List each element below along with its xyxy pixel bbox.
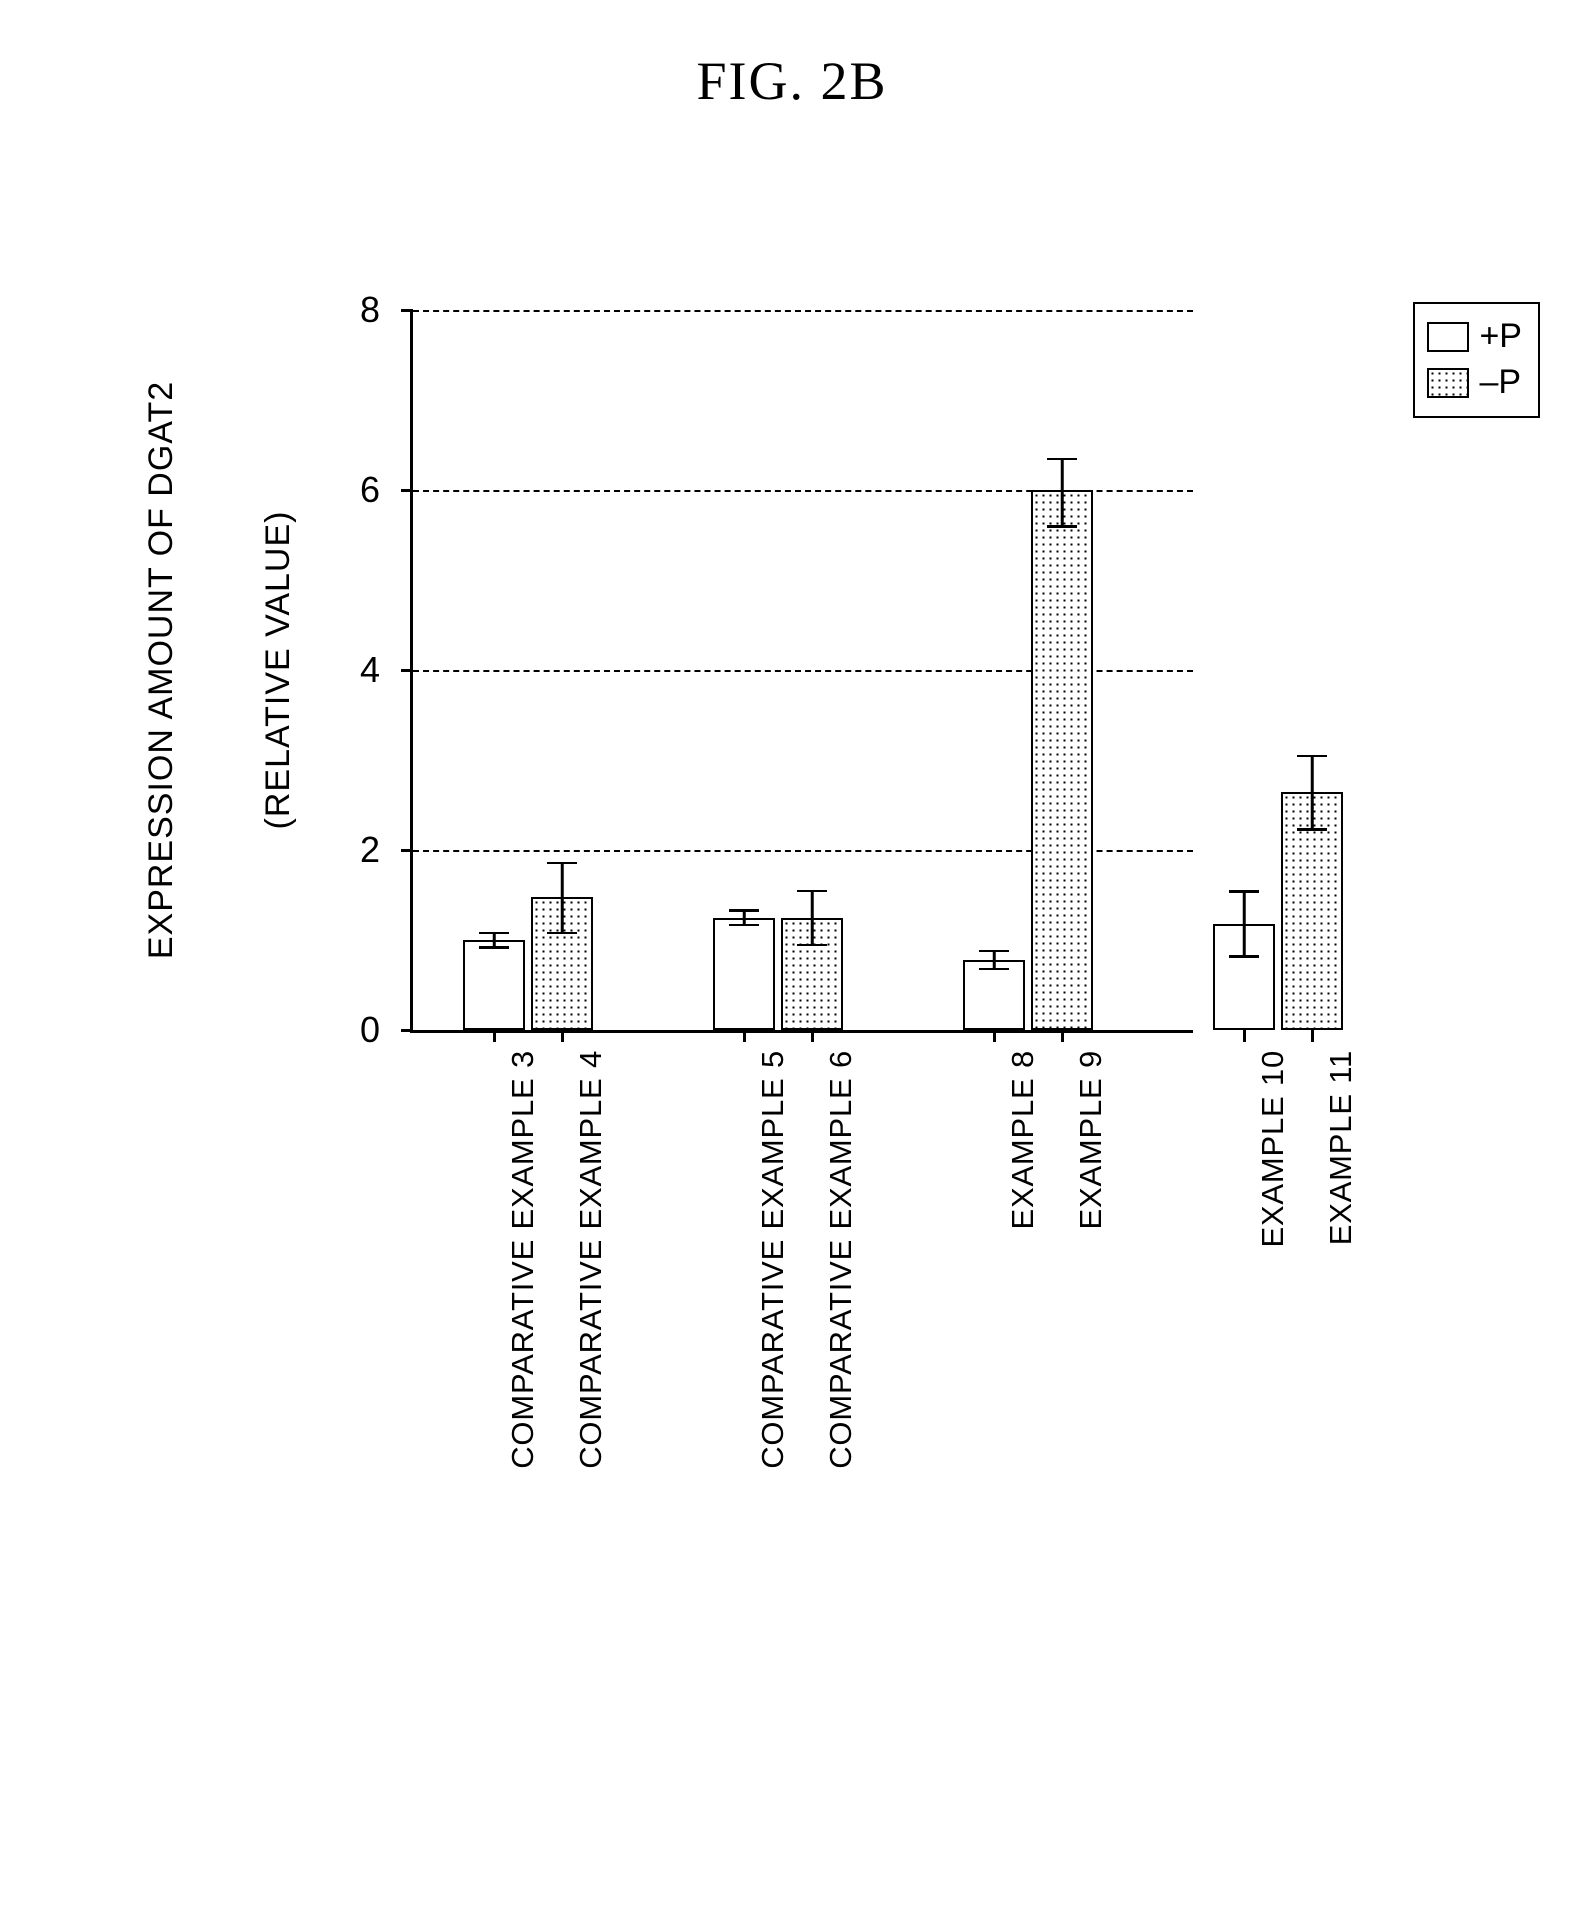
error-cap	[1047, 525, 1077, 528]
error-cap	[1297, 828, 1327, 831]
error-cap	[479, 946, 509, 949]
error-cap	[1297, 755, 1327, 758]
error-bar	[811, 891, 814, 945]
x-axis-label: EXAMPLE 11	[1323, 1050, 1359, 1245]
error-cap	[1047, 458, 1077, 461]
x-tick	[993, 1030, 996, 1042]
error-cap	[979, 950, 1009, 953]
x-tick	[811, 1030, 814, 1042]
figure-title: FIG. 2B	[0, 50, 1584, 112]
legend-label-plus-p: +P	[1479, 314, 1522, 360]
y-tick-label: 6	[360, 469, 682, 511]
y-axis-label: EXPRESSION AMOUNT OF DGAT2 (RELATIVE VAL…	[64, 310, 376, 1030]
x-tick	[1243, 1030, 1246, 1042]
error-bar	[1243, 891, 1246, 956]
error-bar	[1061, 459, 1064, 527]
error-bar	[561, 863, 564, 933]
error-cap	[729, 909, 759, 912]
error-bar	[1311, 756, 1314, 830]
error-cap	[1229, 955, 1259, 958]
x-axis-label: EXAMPLE 8	[1005, 1050, 1041, 1230]
error-cap	[729, 924, 759, 927]
x-axis-label: COMPARATIVE EXAMPLE 3	[505, 1050, 541, 1469]
x-tick	[1061, 1030, 1064, 1042]
y-tick-label: 0	[360, 1009, 682, 1051]
legend-item-minus-p: –P	[1427, 360, 1522, 406]
legend: +P –P	[1413, 302, 1540, 418]
x-axis-label: EXAMPLE 10	[1255, 1050, 1291, 1248]
x-axis-label: COMPARATIVE EXAMPLE 5	[755, 1050, 791, 1469]
x-axis-label: EXAMPLE 9	[1073, 1050, 1109, 1230]
y-tick-label: 2	[360, 829, 682, 871]
bar	[963, 960, 1025, 1030]
legend-swatch-plus-p	[1427, 322, 1469, 352]
y-tick-label: 8	[360, 289, 682, 331]
y-axis-label-line2: (RELATIVE VALUE)	[259, 310, 298, 1030]
error-cap	[547, 932, 577, 935]
chart-container: EXPRESSION AMOUNT OF DGAT2 (RELATIVE VAL…	[180, 310, 1480, 1860]
legend-item-plus-p: +P	[1427, 314, 1522, 360]
legend-label-minus-p: –P	[1479, 360, 1521, 406]
x-tick	[1311, 1030, 1314, 1042]
error-bar	[993, 951, 996, 969]
error-cap	[479, 932, 509, 935]
error-cap	[979, 968, 1009, 971]
error-bar	[743, 910, 746, 924]
legend-swatch-minus-p	[1427, 368, 1469, 398]
x-axis-label: COMPARATIVE EXAMPLE 4	[573, 1050, 609, 1469]
x-axis-label: COMPARATIVE EXAMPLE 6	[823, 1050, 859, 1469]
bar	[1031, 490, 1093, 1030]
page: FIG. 2B EXPRESSION AMOUNT OF DGAT2 (RELA…	[0, 0, 1584, 1932]
y-tick-label: 4	[360, 649, 682, 691]
x-tick	[743, 1030, 746, 1042]
y-axis-label-line1: EXPRESSION AMOUNT OF DGAT2	[142, 310, 181, 1030]
bar	[713, 918, 775, 1031]
error-cap	[1229, 890, 1259, 893]
error-bar	[493, 933, 496, 947]
error-cap	[797, 944, 827, 947]
error-cap	[797, 890, 827, 893]
